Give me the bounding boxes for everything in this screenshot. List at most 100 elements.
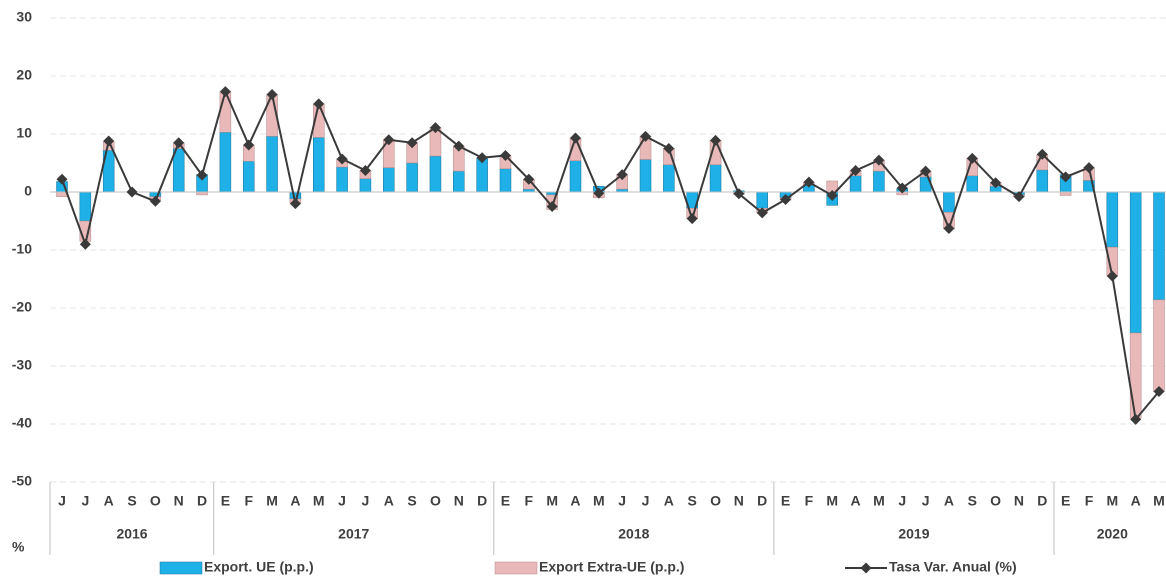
bar [219,91,232,133]
line [61,88,1160,422]
group-label: 2018 [618,526,649,542]
marker [686,213,698,225]
x-tick-label: A [664,493,674,509]
marker [79,238,91,250]
group-label: 2017 [338,526,369,542]
bar [219,132,232,193]
legend-marker [860,562,872,574]
marker [103,135,115,147]
marker [453,140,465,152]
x-tick-label: M [593,493,605,509]
legend-swatch [159,561,203,575]
marker [243,139,255,151]
group-label: 2020 [1097,526,1128,542]
marker [663,143,675,154]
x-tick-label: J [618,493,626,509]
bar [453,170,465,193]
marker [289,198,301,210]
marker [1083,162,1095,174]
bar [266,136,278,193]
y-tick-label: 20 [16,67,32,83]
bar [663,164,675,193]
x-tick-label: A [944,493,954,509]
x-tick-label: D [1037,493,1047,509]
marker [1036,148,1048,160]
bar [709,164,722,193]
y-tick-label: 30 [16,9,32,25]
group-label: 2016 [116,526,147,542]
x-tick-label: N [174,493,184,509]
x-tick-label: M [266,493,278,509]
bar [849,175,862,193]
marker [756,207,768,219]
bar [639,159,652,193]
y-tick-label: 0 [24,183,32,199]
x-tick-label: D [757,493,767,509]
marker [710,134,722,146]
x-tick-label: A [851,493,861,509]
marker [546,201,558,212]
bar [359,178,372,193]
y-tick-label: -20 [12,299,32,315]
marker [359,165,371,177]
marker [803,176,815,188]
bar [336,166,348,193]
y-tick-label: -50 [12,473,32,489]
x-tick-label: J [922,493,930,509]
marker [126,186,138,198]
marker [943,223,955,235]
bar [1059,191,1072,196]
marker [406,137,418,149]
legend-swatch [494,561,538,575]
bar [242,161,255,193]
bar [1129,332,1142,419]
marker [920,165,932,177]
bar [1153,191,1165,301]
legend-label: Export Extra-UE (p.p.) [539,559,684,575]
x-tick-label: F [805,493,814,509]
marker [733,188,745,200]
x-tick-label: S [688,493,697,509]
y-tick-label: -30 [12,357,32,373]
legend-label: Tasa Var. Anual (%) [889,559,1017,575]
marker [313,98,325,110]
bar [873,170,885,193]
marker [593,187,605,199]
bar [569,160,582,193]
y-tick-label: -10 [12,241,32,257]
x-tick-label: E [501,493,510,509]
x-tick-label: M [313,493,325,509]
x-tick-label: M [546,493,558,509]
marker [1060,171,1072,183]
marker [569,132,581,144]
marker [640,130,652,142]
y-tick-label: 10 [16,125,32,141]
x-tick-label: A [1131,493,1141,509]
marker [383,134,395,146]
bar [756,191,768,209]
x-tick-label: M [826,493,838,509]
marker [616,169,628,181]
marker [523,173,535,185]
bar [1129,191,1142,334]
bar [966,175,979,193]
marker [990,177,1002,189]
bar [312,137,325,193]
x-tick-label: D [477,493,487,509]
marker [896,182,908,194]
x-tick-label: E [781,493,790,509]
x-tick-label: O [710,493,721,509]
x-tick-label: N [454,493,464,509]
bar [79,191,92,222]
marker [1106,270,1118,282]
x-tick-label: S [407,493,416,509]
marker [336,153,348,165]
x-tick-label: J [362,493,370,509]
x-tick-label: A [290,493,300,509]
marker [850,165,862,177]
bar [1036,169,1049,193]
x-tick-label: M [1106,493,1118,509]
x-tick-label: M [873,493,885,509]
group-label: 2019 [898,526,929,542]
